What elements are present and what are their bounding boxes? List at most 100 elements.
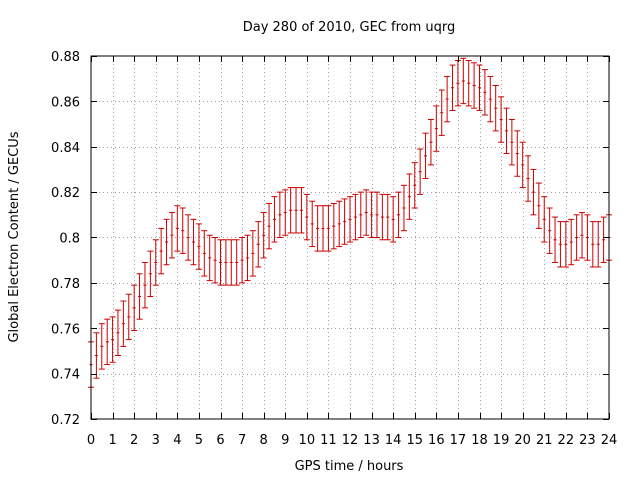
- error-bar-point: [363, 189, 370, 236]
- error-bar-point: [427, 119, 434, 166]
- error-bar-point: [557, 221, 564, 268]
- error-bar-point: [309, 200, 316, 248]
- error-bar-point: [508, 119, 515, 166]
- error-bar-point: [390, 196, 397, 243]
- error-bar-point: [287, 187, 294, 234]
- error-bar-point: [266, 202, 273, 250]
- x-tick-label: 19: [493, 433, 510, 448]
- x-tick-label: 8: [260, 433, 268, 448]
- y-tick-label: 0.72: [51, 413, 80, 428]
- error-bar-point: [163, 218, 170, 266]
- error-bar-point: [298, 187, 305, 234]
- error-bar-point: [152, 239, 159, 286]
- error-bar-point: [174, 205, 181, 252]
- error-bar-point: [206, 234, 213, 282]
- error-bar-point: [217, 239, 224, 286]
- error-bar-point: [449, 64, 456, 111]
- error-bar-point: [303, 193, 310, 241]
- error-bar-point: [384, 193, 391, 241]
- error-bar-point: [131, 284, 138, 332]
- x-tick-label: 21: [536, 433, 553, 448]
- x-tick-label: 18: [471, 433, 488, 448]
- error-bar-point: [589, 221, 596, 268]
- error-bar-point: [422, 132, 429, 180]
- x-tick-label: 23: [579, 433, 596, 448]
- error-bar-point: [579, 212, 586, 259]
- error-bar-point: [460, 57, 467, 105]
- x-tick-label: 14: [385, 433, 402, 448]
- x-tick-label: 12: [342, 433, 359, 448]
- error-bar-point: [552, 216, 559, 263]
- x-tick-label: 3: [152, 433, 160, 448]
- error-bar-point: [249, 230, 256, 277]
- error-bar-point: [147, 250, 154, 297]
- x-tick-label: 17: [450, 433, 467, 448]
- error-bar-point: [325, 205, 332, 252]
- error-bar-point: [438, 89, 445, 136]
- error-bar-point: [411, 162, 418, 209]
- error-bar-point: [190, 218, 197, 266]
- y-tick-label: 0.8: [59, 232, 80, 247]
- x-tick-label: 10: [299, 433, 316, 448]
- error-bar-point: [158, 227, 165, 275]
- error-bar-point: [600, 216, 607, 263]
- error-bar-point: [541, 196, 548, 243]
- x-tick-label: 22: [558, 433, 575, 448]
- error-bar-point: [293, 187, 300, 234]
- error-bar-point: [136, 273, 143, 320]
- y-tick-label: 0.78: [51, 277, 80, 292]
- error-bar-point: [228, 239, 235, 286]
- error-bar-point: [244, 234, 251, 282]
- y-tick-label: 0.82: [51, 186, 80, 201]
- error-bar-point: [433, 105, 440, 152]
- error-bar-point: [406, 173, 413, 220]
- error-bar-point: [400, 184, 407, 232]
- error-bar-point: [492, 84, 499, 132]
- x-tick-label: 15: [406, 433, 423, 448]
- error-bar-point: [535, 182, 542, 229]
- error-bar-point: [525, 155, 532, 202]
- x-axis-label: GPS time / hours: [295, 459, 404, 474]
- error-bar-point: [201, 230, 208, 277]
- error-bar-point: [141, 261, 148, 309]
- error-bar-point: [373, 191, 380, 238]
- error-bar-point: [109, 316, 116, 363]
- error-bar-point: [120, 300, 127, 347]
- x-tick-label: 2: [130, 433, 138, 448]
- error-bar-point: [417, 148, 424, 195]
- y-axis-label: Global Electron Content / GECUs: [7, 131, 22, 342]
- y-tick-label: 0.76: [51, 322, 80, 337]
- error-bar-point: [352, 193, 359, 241]
- error-bar-point: [562, 221, 569, 268]
- error-bar-point: [595, 221, 602, 268]
- x-tick-label: 7: [238, 433, 246, 448]
- error-bar-point: [330, 202, 337, 250]
- y-tick-label: 0.74: [51, 368, 80, 383]
- error-bar-point: [357, 191, 364, 238]
- error-bar-point: [395, 191, 402, 238]
- error-bar-point: [239, 237, 246, 284]
- error-bar-point: [465, 60, 472, 107]
- error-bar-point: [476, 64, 483, 111]
- error-bar-point: [347, 196, 353, 243]
- error-bar-point: [104, 318, 111, 366]
- error-bar-point: [93, 332, 100, 379]
- error-bar-point: [271, 196, 278, 243]
- axis-ticks: [91, 56, 610, 420]
- error-bar-point: [179, 207, 186, 254]
- error-bar-point: [336, 200, 343, 248]
- error-bar-point: [454, 60, 461, 107]
- error-bar-point: [519, 141, 526, 189]
- error-bar-point: [341, 198, 348, 245]
- error-bar-point: [320, 205, 327, 252]
- error-bar-point: [233, 239, 240, 286]
- x-tick-label: 5: [195, 433, 203, 448]
- x-tick-label: 6: [216, 433, 224, 448]
- error-bar-point: [481, 69, 488, 116]
- x-tick-label: 20: [514, 433, 531, 448]
- error-bar-point: [503, 107, 510, 155]
- error-bars-series: [88, 57, 612, 388]
- y-tick-label: 0.88: [51, 50, 80, 65]
- error-bar-point: [584, 214, 591, 261]
